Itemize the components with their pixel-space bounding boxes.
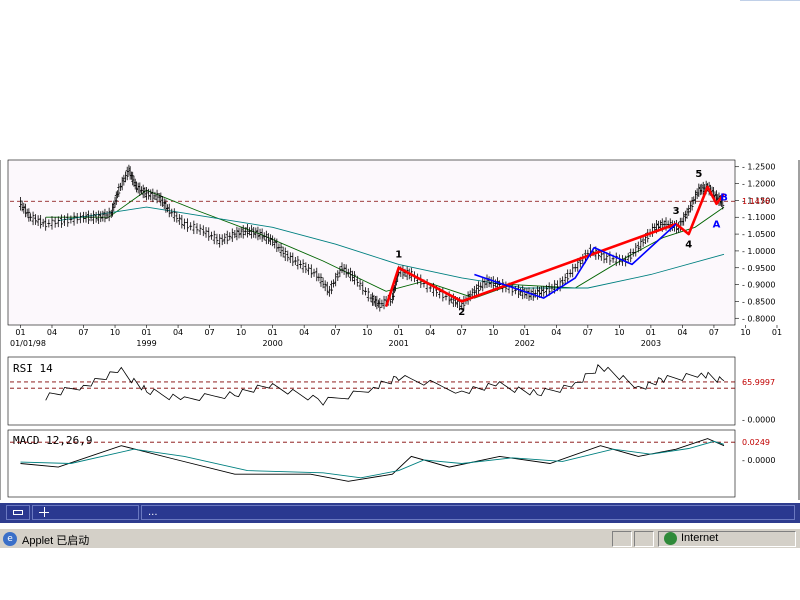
wave-label: 3 bbox=[673, 206, 680, 217]
y-tick-label: - 1.1500 bbox=[742, 196, 775, 205]
window-icon bbox=[13, 510, 23, 515]
x-tick-label: 04 bbox=[47, 328, 57, 337]
x-tick-label: 04 bbox=[299, 328, 309, 337]
rsi-panel-frame bbox=[7, 356, 736, 426]
x-tick-label: 07 bbox=[583, 328, 593, 337]
x-tick-label: 10 bbox=[236, 328, 246, 337]
wave-line bbox=[384, 185, 726, 307]
x-tick-label: 01 bbox=[646, 328, 656, 337]
x-tick-label: 10 bbox=[362, 328, 372, 337]
y-tick-label: - 0.8500 bbox=[742, 297, 775, 306]
macd-title: MACD 12,26,9 bbox=[13, 434, 92, 447]
x-tick-label: 04 bbox=[677, 328, 687, 337]
x-tick-label: 01 bbox=[772, 328, 782, 337]
y-tick-label: - 1.2500 bbox=[742, 163, 775, 172]
taskbar-button-1[interactable] bbox=[6, 505, 30, 520]
x-tick-label: 10 bbox=[110, 328, 120, 337]
status-cell-1 bbox=[612, 531, 632, 547]
x-tick-label: 04 bbox=[173, 328, 183, 337]
y-tick-label: - 1.0000 bbox=[742, 247, 775, 256]
rsi-reference-label: 65.9997 bbox=[742, 378, 775, 387]
x-tick-label: 07 bbox=[709, 328, 719, 337]
x-tick-label: 04 bbox=[425, 328, 435, 337]
wave-label: B bbox=[720, 192, 728, 203]
y-tick-label: - 0.9500 bbox=[742, 264, 775, 273]
taskbar-item[interactable]: ... bbox=[141, 505, 795, 520]
x-tick-label: 07 bbox=[205, 328, 215, 337]
y-tick-label: - 1.1000 bbox=[742, 213, 775, 222]
x-year-label: 1999 bbox=[136, 339, 156, 348]
x-year-label: 2003 bbox=[641, 339, 661, 348]
macd-reference-label: 0.0249 bbox=[742, 438, 770, 447]
status-bar: e Applet 已启动 Internet bbox=[0, 528, 800, 548]
status-zone-cell bbox=[658, 531, 796, 547]
x-tick-label: 10 bbox=[614, 328, 624, 337]
wave-line bbox=[474, 223, 677, 299]
applet-icon: e bbox=[3, 532, 17, 546]
status-cell-2 bbox=[634, 531, 654, 547]
wave-label: 2 bbox=[458, 307, 465, 318]
x-year-label: 2001 bbox=[389, 339, 409, 348]
x-tick-label: 07 bbox=[331, 328, 341, 337]
macd-y-tick-label: - 0.0000 bbox=[742, 456, 775, 465]
price-panel-frame bbox=[7, 159, 736, 326]
y-tick-label: - 1.0500 bbox=[742, 230, 775, 239]
wave-label: 4 bbox=[685, 240, 692, 251]
wave-label: 1 bbox=[395, 250, 402, 261]
macd-panel-frame bbox=[7, 429, 736, 498]
status-text: Applet 已启动 bbox=[22, 535, 90, 547]
x-tick-label: 01 bbox=[268, 328, 278, 337]
rsi-y-tick-label: - 0.0000 bbox=[742, 415, 775, 424]
x-tick-label: 10 bbox=[740, 328, 750, 337]
x-year-label: 01/01/98 bbox=[10, 339, 46, 348]
x-year-label: 2002 bbox=[515, 339, 535, 348]
reference-label: 1.1476 bbox=[742, 197, 770, 206]
status-zone: Internet bbox=[681, 532, 719, 544]
x-tick-label: 01 bbox=[520, 328, 530, 337]
x-tick-label: 10 bbox=[488, 328, 498, 337]
taskbar-button-2[interactable] bbox=[32, 505, 139, 520]
taskbar: ... bbox=[0, 503, 800, 523]
crosshair-icon-vertical bbox=[44, 507, 45, 517]
wave-label: A bbox=[713, 219, 721, 230]
x-tick-label: 01 bbox=[394, 328, 404, 337]
x-tick-label: 01 bbox=[15, 328, 25, 337]
y-tick-label: - 1.2000 bbox=[742, 180, 775, 189]
x-year-label: 2000 bbox=[262, 339, 282, 348]
y-tick-label: - 0.8000 bbox=[742, 314, 775, 323]
x-tick-label: 01 bbox=[141, 328, 151, 337]
x-tick-label: 07 bbox=[78, 328, 88, 337]
rsi-line bbox=[45, 364, 725, 406]
x-tick-label: 04 bbox=[551, 328, 561, 337]
wave-label: 5 bbox=[695, 169, 702, 180]
y-tick-label: - 0.9000 bbox=[742, 281, 775, 290]
globe-icon bbox=[664, 532, 677, 545]
x-tick-label: 07 bbox=[457, 328, 467, 337]
macd-line bbox=[20, 440, 725, 479]
moving-average-line bbox=[58, 206, 725, 289]
rsi-title: RSI 14 bbox=[13, 362, 53, 375]
